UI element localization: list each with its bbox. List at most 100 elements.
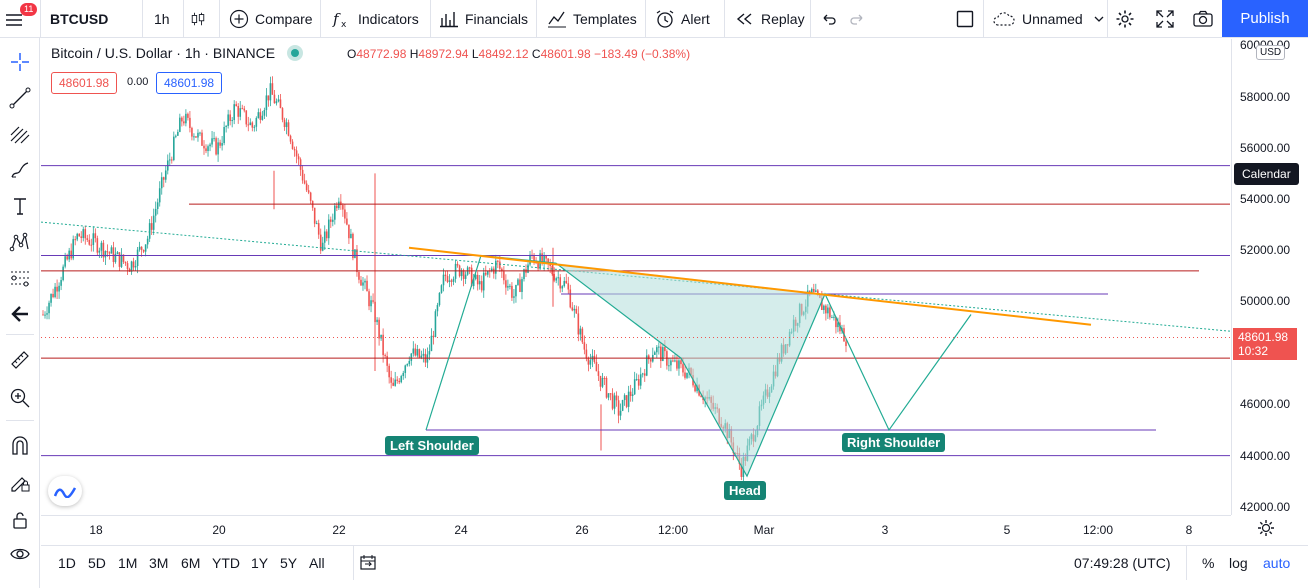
measure-tool[interactable] [0,346,40,374]
axis-settings-button[interactable] [1256,518,1276,543]
fib-tool[interactable] [0,120,40,148]
buy-price-button[interactable]: 48601.98 [156,72,223,94]
range-button-1y[interactable]: 1Y [251,555,269,571]
candle-body [605,378,608,398]
pattern-tool[interactable] [0,228,40,256]
square-icon [956,10,974,27]
price-chart[interactable] [41,39,1230,515]
prediction-tool[interactable] [0,264,40,292]
candle-body [515,284,517,297]
trend-line-tool[interactable] [0,84,40,112]
undo-button[interactable] [820,0,844,37]
log-scale-toggle[interactable]: log [1229,555,1248,571]
candle-body [96,238,99,253]
auto-scale-toggle[interactable]: auto [1263,555,1291,571]
candle-body [307,190,310,193]
range-button-ytd[interactable]: YTD [212,555,240,571]
redo-button[interactable] [848,0,872,37]
lock-drawings-edit-tool[interactable] [0,468,40,496]
snapshot-button[interactable] [1192,0,1220,37]
candle-body [237,106,240,117]
interval-button[interactable]: 1h [154,10,170,27]
publish-button[interactable]: Publish [1222,0,1308,37]
candle-body [376,319,378,323]
hide-drawings-tool[interactable] [0,540,40,568]
candle-body [579,328,582,335]
candle-body [332,219,334,222]
candle-body [370,300,372,307]
range-button-3m[interactable]: 3M [149,555,169,571]
chart-type-button[interactable] [190,0,212,37]
head-label[interactable]: Head [724,481,766,500]
candle-body [643,373,646,376]
settings-button[interactable] [1115,0,1141,37]
symbol-legend[interactable]: Bitcoin / U.S. Dollar · 1h · BINANCE [51,45,300,61]
compare-button[interactable]: Compare [229,0,313,37]
range-button-1d[interactable]: 1D [58,555,76,571]
svg-text:f: f [332,10,341,28]
templates-button[interactable]: Templates [547,0,637,37]
price-axis[interactable]: 60000.0058000.0056000.0054000.0052000.00… [1231,38,1308,515]
candle-body [187,113,189,118]
candle-body [617,400,620,416]
candle-body [537,262,539,269]
financials-button[interactable]: Financials [439,0,528,37]
candle-body [601,377,604,387]
currency-label[interactable]: USD [1256,45,1286,60]
candle-body [559,277,562,289]
candle-body [561,286,564,289]
fullscreen-layout-button[interactable] [955,0,981,37]
range-button-5d[interactable]: 5D [88,555,106,571]
range-button-1m[interactable]: 1M [118,555,138,571]
close-value: 48601.98 [540,47,591,61]
zoom-tool[interactable] [0,384,40,412]
candle-body [490,268,493,272]
candle-body [201,132,203,146]
candle-body [231,120,233,122]
candle-body [442,274,445,286]
range-button-all[interactable]: All [309,555,325,571]
fullscreen-button[interactable] [1155,0,1181,37]
menu-button[interactable]: 11 [4,0,38,37]
crosshair-tool[interactable] [0,48,40,76]
time-axis[interactable]: 18 20 22 24 26 12:00 Mar 3 5 12:00 8 [41,515,1231,545]
back-arrow-tool[interactable] [0,300,40,328]
compare-label: Compare [255,10,313,27]
right-shoulder-label[interactable]: Right Shoulder [842,433,946,452]
candle-body [649,359,652,362]
left-shoulder-label[interactable]: Left Shoulder [385,436,479,455]
percent-scale-toggle[interactable]: % [1202,555,1215,571]
go-to-date-button[interactable] [359,546,377,580]
range-button-6m[interactable]: 6M [181,555,201,571]
layout-name-button[interactable]: Unnamed [992,0,1113,37]
candle-body [495,260,497,274]
candle-body [450,280,453,282]
tradingview-logo[interactable] [48,476,82,506]
alert-button[interactable]: Alert [655,0,710,37]
candle-body [207,146,209,152]
calendar-tag[interactable]: Calendar [1234,163,1299,185]
utc-clock[interactable]: 07:49:28 (UTC) [1074,555,1171,571]
symbol-search[interactable]: BTCUSD [50,10,109,27]
candle-body [549,264,551,267]
candle-body [106,251,109,253]
candle-body [486,270,489,275]
candle-body [406,363,409,366]
layout-name: Unnamed [1022,10,1083,27]
chart-pane[interactable] [41,39,1230,515]
sell-price-button[interactable]: 48601.98 [51,72,118,94]
lock-tool[interactable] [0,506,40,534]
text-tool[interactable] [0,192,40,220]
brush-tool[interactable] [0,156,40,184]
magnet-tool[interactable] [0,432,40,460]
replay-button[interactable]: Replay [735,0,805,37]
range-button-5y[interactable]: 5Y [280,555,298,571]
candle-body [519,279,521,292]
candle-body [416,349,419,356]
candle-body [213,138,215,140]
expand-icon [1156,9,1174,28]
candle-body [478,281,481,285]
